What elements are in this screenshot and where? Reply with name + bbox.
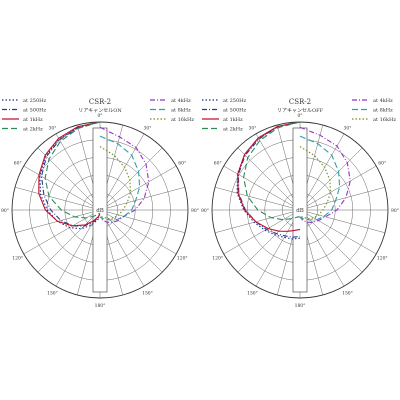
polar-grid-spoke bbox=[214, 209, 301, 233]
polar-grid-spoke bbox=[55, 133, 101, 211]
polar-grid-spoke bbox=[99, 209, 186, 233]
angle-tick-label: 120° bbox=[377, 256, 388, 262]
legend-left: at 250Hz at 500Hz at 1kHz at 2kHz bbox=[2, 98, 46, 132]
polar-grid-spoke bbox=[237, 147, 301, 211]
series-curve-left-at-2khz bbox=[243, 121, 301, 221]
polar-grid-spoke bbox=[255, 209, 301, 287]
angle-tick-label: 30° bbox=[344, 126, 352, 132]
legend-label: at 16kHz bbox=[373, 117, 396, 123]
polar-grid-spoke bbox=[223, 209, 301, 255]
legend-label: at 1kHz bbox=[223, 117, 243, 123]
angle-tick-label: 90° bbox=[191, 208, 199, 214]
polar-grid-spoke bbox=[99, 147, 163, 211]
legend-right: at 4kHz at 8kHz at 16kHz bbox=[150, 98, 194, 123]
angle-tick-label: 90° bbox=[1, 208, 9, 214]
polar-grid-spoke bbox=[223, 165, 301, 211]
polar-grid-spoke bbox=[37, 147, 101, 211]
series-curve-right-at-4khz bbox=[299, 126, 351, 223]
legend-label: at 500Hz bbox=[223, 107, 246, 113]
angle-tick-label: 120° bbox=[12, 256, 23, 262]
angle-tick-label: 90° bbox=[201, 208, 209, 214]
series-curve-left-at-250hz bbox=[236, 121, 301, 240]
angle-tick-label: 60° bbox=[14, 161, 22, 167]
legend-label: at 250Hz bbox=[223, 98, 246, 104]
angle-tick-label: 180° bbox=[295, 303, 306, 309]
polar-grid-spoke bbox=[255, 133, 301, 211]
series-curve-left-at-1khz bbox=[237, 121, 301, 232]
chart-title: CSR-2 bbox=[89, 98, 111, 106]
center-db-label: dB bbox=[96, 208, 104, 214]
angle-tick-label: 150° bbox=[47, 290, 58, 296]
series-curve-right-at-8khz bbox=[99, 135, 141, 221]
polar-grid-spoke bbox=[99, 165, 177, 211]
legend-label: at 8kHz bbox=[171, 107, 191, 113]
polar-grid-spoke bbox=[299, 147, 363, 211]
legend-label: at 16kHz bbox=[171, 117, 194, 123]
chart-subtitle: リアキャンセルON bbox=[78, 108, 122, 114]
angle-tick-label: 120° bbox=[177, 256, 188, 262]
chart-title: CSR-2 bbox=[289, 98, 311, 106]
legend-label: at 8kHz bbox=[373, 107, 393, 113]
angle-tick-label: 0° bbox=[297, 113, 302, 119]
legend-right: at 4kHz at 8kHz at 16kHz bbox=[352, 98, 396, 123]
series-curve-right-at-8khz bbox=[299, 135, 341, 221]
center-db-label: dB bbox=[296, 208, 304, 214]
angle-tick-label: 60° bbox=[214, 161, 222, 167]
polar-grid-spoke bbox=[23, 165, 101, 211]
polar-grid-spoke bbox=[299, 187, 386, 211]
polar-grid-spoke bbox=[99, 187, 186, 211]
angle-tick-label: 90° bbox=[391, 208, 399, 214]
polar-grid-spoke bbox=[299, 209, 377, 255]
angle-tick-label: 30° bbox=[144, 126, 152, 132]
legend-label: at 2kHz bbox=[23, 126, 43, 132]
polar-grid-spoke bbox=[23, 209, 101, 255]
angle-tick-label: 150° bbox=[142, 290, 153, 296]
series-curve-left-at-1khz bbox=[38, 121, 101, 227]
legend-label: at 2kHz bbox=[223, 126, 243, 132]
series-curve-left-at-250hz bbox=[39, 121, 101, 230]
polar-grid-spoke bbox=[37, 209, 101, 273]
center-panel bbox=[92, 127, 108, 293]
angle-tick-label: 180° bbox=[95, 303, 106, 309]
angle-tick-label: 30° bbox=[49, 126, 57, 132]
angle-tick-label: 0° bbox=[97, 113, 102, 119]
series-curve-left-at-2khz bbox=[44, 121, 101, 219]
center-panel bbox=[292, 127, 308, 293]
angle-tick-label: 30° bbox=[249, 126, 257, 132]
left-chart: dB 0° 30° 30° 60° 60° 90° 90° 120° 120° 150° 150° 18… bbox=[1, 98, 199, 309]
legend-left: at 250Hz at 500Hz at 1kHz at 2kHz bbox=[202, 98, 246, 132]
angle-tick-label: 60° bbox=[378, 161, 386, 167]
legend-label: at 500Hz bbox=[23, 107, 46, 113]
angle-tick-label: 150° bbox=[342, 290, 353, 296]
polar-grid-spoke bbox=[99, 133, 145, 211]
right-chart: dB 0° 30° 30° 60° 60° 90° 90° 120° 120° 150° 150° 18… bbox=[201, 98, 399, 309]
polar-grid-spoke bbox=[99, 209, 177, 255]
legend-label: at 4kHz bbox=[373, 98, 393, 104]
legend-label: at 4kHz bbox=[171, 98, 191, 104]
polar-grid-spoke bbox=[55, 209, 101, 287]
polar-grid-spoke bbox=[299, 209, 386, 233]
polar-grid-spoke bbox=[237, 209, 301, 273]
polar-grid-spoke bbox=[14, 187, 101, 211]
polar-grid-spoke bbox=[299, 165, 377, 211]
legend-label: at 250Hz bbox=[23, 98, 46, 104]
chart-subtitle: リアキャンセルOFF bbox=[277, 108, 324, 114]
series-curve-left-at-500hz bbox=[40, 121, 101, 227]
angle-tick-label: 60° bbox=[178, 161, 186, 167]
series-curve-right-at-4khz bbox=[99, 126, 150, 223]
angle-tick-label: 120° bbox=[212, 256, 223, 262]
legend-label: at 1kHz bbox=[23, 117, 43, 123]
series-curve-right-at-16khz bbox=[299, 146, 332, 220]
angle-tick-label: 150° bbox=[247, 290, 258, 296]
series-curve-right-at-16khz bbox=[99, 146, 132, 220]
polar-grid-spoke bbox=[214, 187, 301, 211]
